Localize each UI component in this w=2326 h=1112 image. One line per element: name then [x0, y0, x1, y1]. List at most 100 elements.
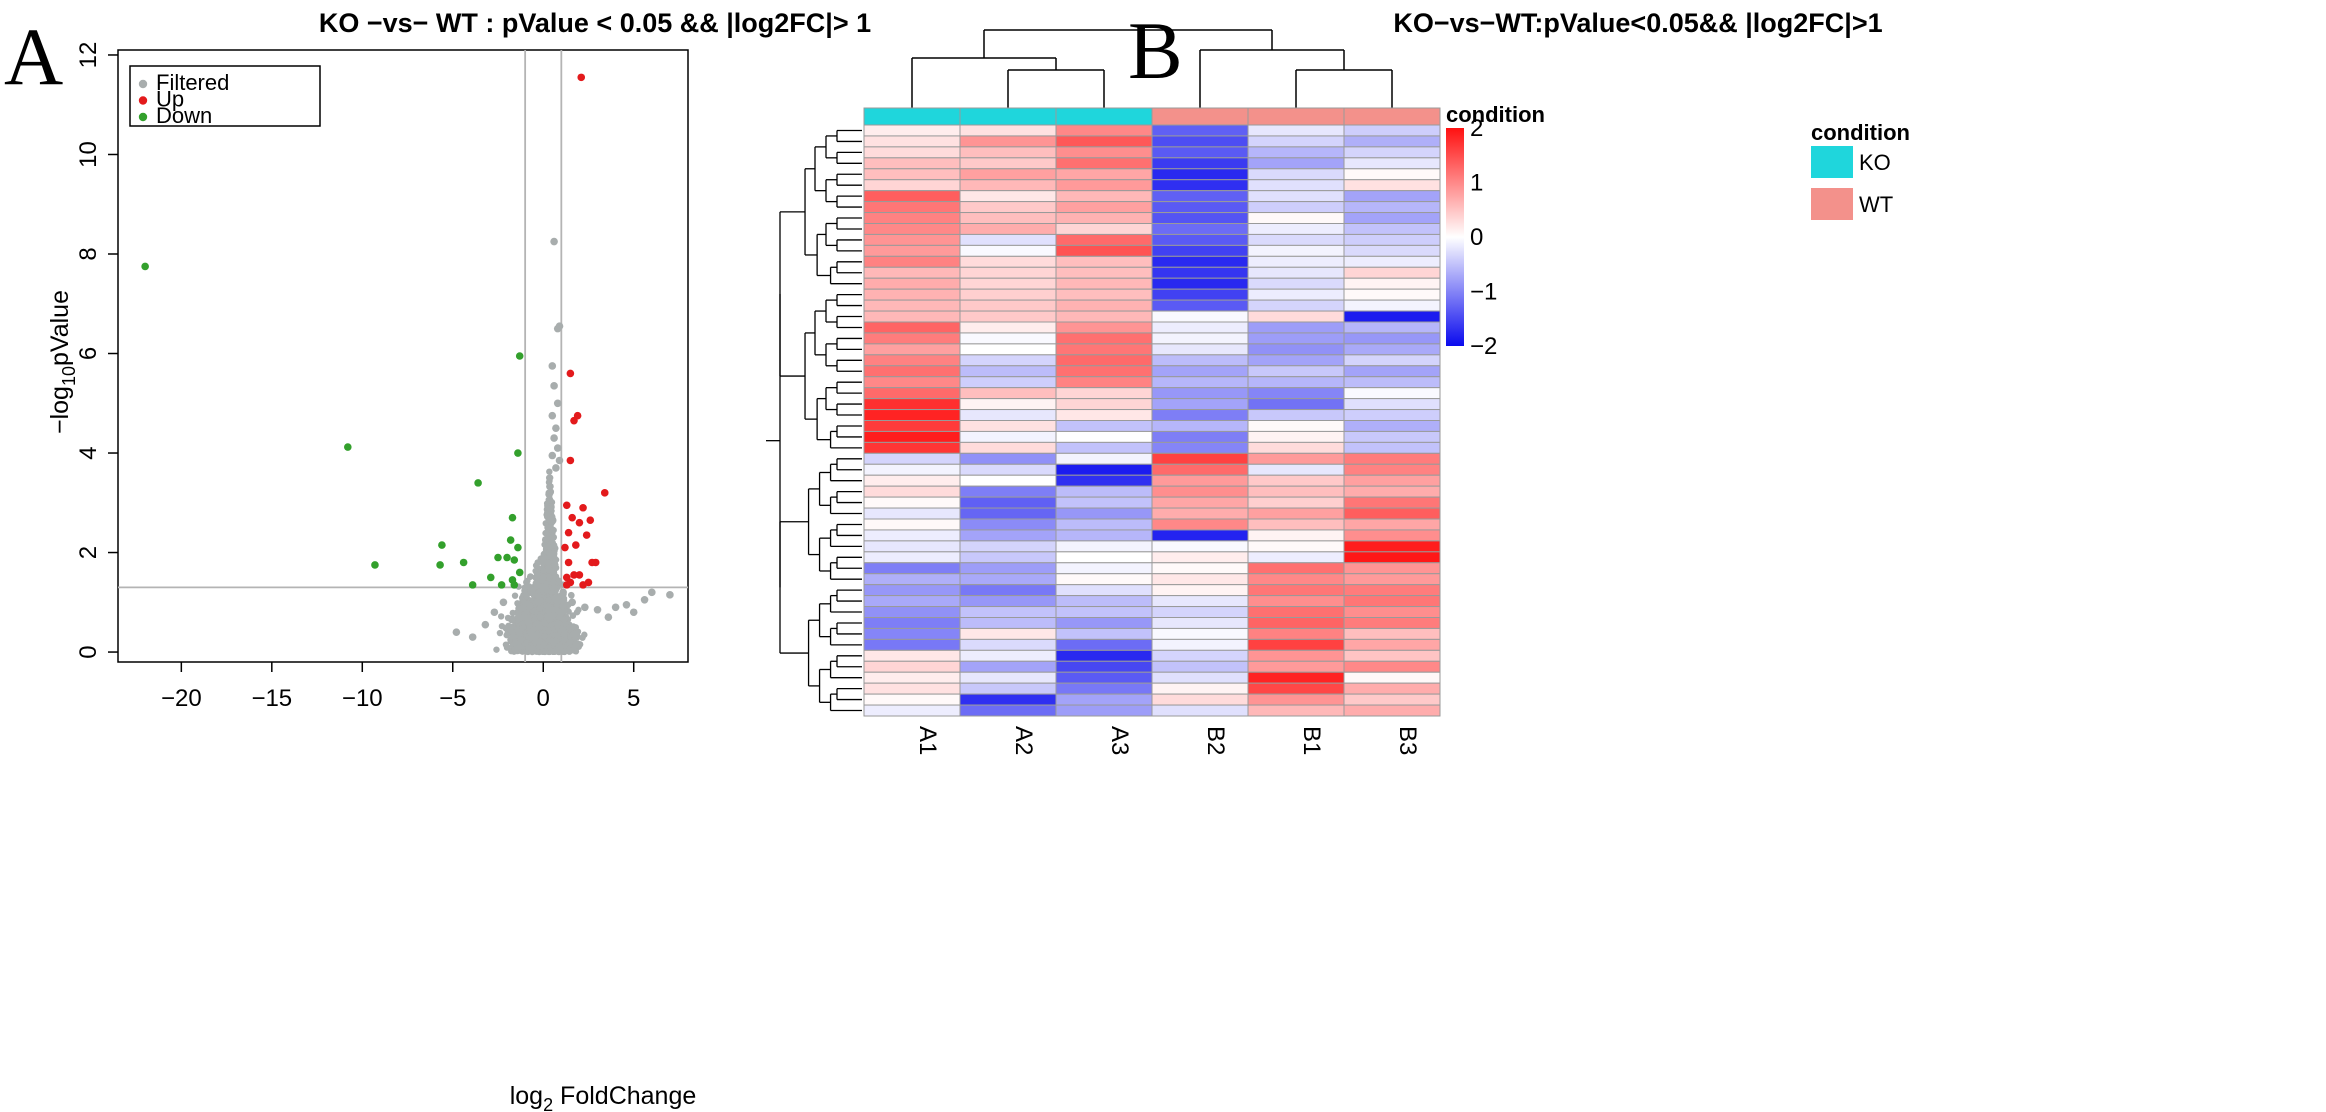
- down-point: [494, 553, 502, 562]
- heatmap-cell: [1247, 518, 1345, 531]
- down-point: [503, 553, 511, 562]
- filtered-point: [555, 456, 564, 465]
- filtered-point: [550, 526, 557, 534]
- heatmap-cell: [959, 627, 1057, 640]
- filtered-point: [544, 602, 552, 610]
- filtered-point: [548, 362, 557, 370]
- filtered-point: [544, 559, 552, 566]
- heatmap-cell: [1055, 266, 1153, 279]
- filtered-point: [666, 591, 674, 599]
- heatmap-cell: [1343, 441, 1441, 454]
- down-point: [459, 558, 468, 567]
- filtered-point: [527, 602, 534, 610]
- heatmap-cell: [1055, 168, 1153, 181]
- up-point: [572, 541, 580, 549]
- heatmap-cell: [1247, 693, 1345, 706]
- heatmap-cell: [1343, 474, 1441, 487]
- legend-label-down: Down: [156, 103, 212, 128]
- heatmap-cell: [959, 343, 1057, 356]
- up-point: [566, 369, 575, 378]
- down-point: [510, 556, 519, 564]
- heatmap-cell: [1055, 540, 1153, 553]
- heatmap-cell: [1343, 638, 1441, 651]
- annotation-cell-wt: [1343, 107, 1441, 126]
- filtered-point: [545, 566, 552, 574]
- heatmap-cell: [959, 441, 1057, 454]
- heatmap-cell: [1055, 595, 1153, 608]
- filtered-point: [554, 622, 562, 630]
- heatmap-cell: [959, 332, 1057, 345]
- heatmap-cell: [1343, 332, 1441, 345]
- filtered-point: [622, 600, 631, 609]
- heatmap-cell: [1343, 168, 1441, 181]
- column-label: A2: [1010, 726, 1037, 755]
- heatmap-cell: [1247, 233, 1345, 246]
- heatmap-cell: [1343, 409, 1441, 421]
- heatmap-cell: [959, 266, 1057, 279]
- heatmap-cell: [959, 452, 1057, 465]
- heatmap-cell: [1055, 562, 1153, 575]
- legend-box: [129, 65, 321, 127]
- filtered-point: [581, 631, 588, 638]
- filtered-point: [549, 533, 556, 541]
- filtered-point: [552, 606, 560, 613]
- colorbar-tick-label: 2: [1470, 115, 1483, 142]
- filtered-point: [569, 612, 577, 619]
- filtered-point: [543, 535, 551, 542]
- heatmap-cell: [959, 660, 1057, 673]
- heatmap-cell: [1055, 277, 1153, 290]
- down-point: [486, 573, 495, 582]
- heatmap-cell: [1247, 157, 1345, 170]
- heatmap-cell: [1247, 223, 1345, 235]
- filtered-point: [481, 620, 490, 629]
- heatmap-cell: [959, 354, 1057, 367]
- heatmap-cell: [1055, 223, 1153, 235]
- column-label: A3: [1106, 726, 1133, 755]
- heatmap-cell: [1247, 671, 1345, 684]
- heatmap-cell: [959, 584, 1057, 597]
- heatmap-cell: [1055, 507, 1153, 520]
- filtered-point: [550, 237, 558, 246]
- filtered-point: [516, 644, 523, 651]
- filtered-point: [520, 605, 527, 612]
- condition-legend-title: condition: [1811, 120, 1910, 145]
- filtered-point: [538, 577, 546, 584]
- heatmap-cell: [863, 233, 961, 246]
- column-dendrogram: [911, 29, 1393, 108]
- y-tick-label: 10: [75, 141, 102, 168]
- heatmap-cell: [1151, 190, 1249, 203]
- heatmap-cell: [1055, 157, 1153, 170]
- filtered-point: [581, 603, 589, 612]
- heatmap-cell: [863, 354, 961, 367]
- heatmap-cell: [1151, 660, 1249, 673]
- heatmap-cell: [1055, 649, 1153, 662]
- heatmap-cell: [1055, 321, 1153, 334]
- heatmap-cell: [1343, 682, 1441, 695]
- heatmap-cell: [863, 179, 961, 192]
- heatmap-cell: [1343, 354, 1441, 367]
- heatmap-cell: [863, 168, 961, 181]
- filtered-point: [550, 382, 558, 390]
- filtered-point: [536, 613, 544, 620]
- heatmap-cell: [959, 146, 1057, 159]
- colorbar-tick-label: −2: [1470, 333, 1497, 360]
- heatmap-cell: [1151, 649, 1249, 662]
- heatmap-panel: B KO−vs−WT:pValue<0.05&& |log2FC|>1 A1 A2…: [766, 5, 1910, 755]
- filtered-point: [502, 641, 510, 648]
- filtered-point: [552, 564, 560, 572]
- filtered-point: [556, 614, 563, 621]
- filtered-point: [540, 640, 548, 648]
- heatmap-cell: [1343, 463, 1441, 476]
- volcano-points: [141, 73, 674, 641]
- filtered-point: [559, 588, 567, 597]
- colorbar-gradient: [1446, 128, 1464, 346]
- heatmap-cell: [1055, 212, 1153, 225]
- heatmap-cell: [1151, 638, 1249, 651]
- heatmap-cell: [1247, 573, 1345, 586]
- heatmap-cell: [1343, 584, 1441, 597]
- up-point: [566, 456, 575, 465]
- heatmap-cell: [1247, 529, 1345, 542]
- heatmap-cell: [1247, 430, 1345, 443]
- up-point: [562, 581, 571, 589]
